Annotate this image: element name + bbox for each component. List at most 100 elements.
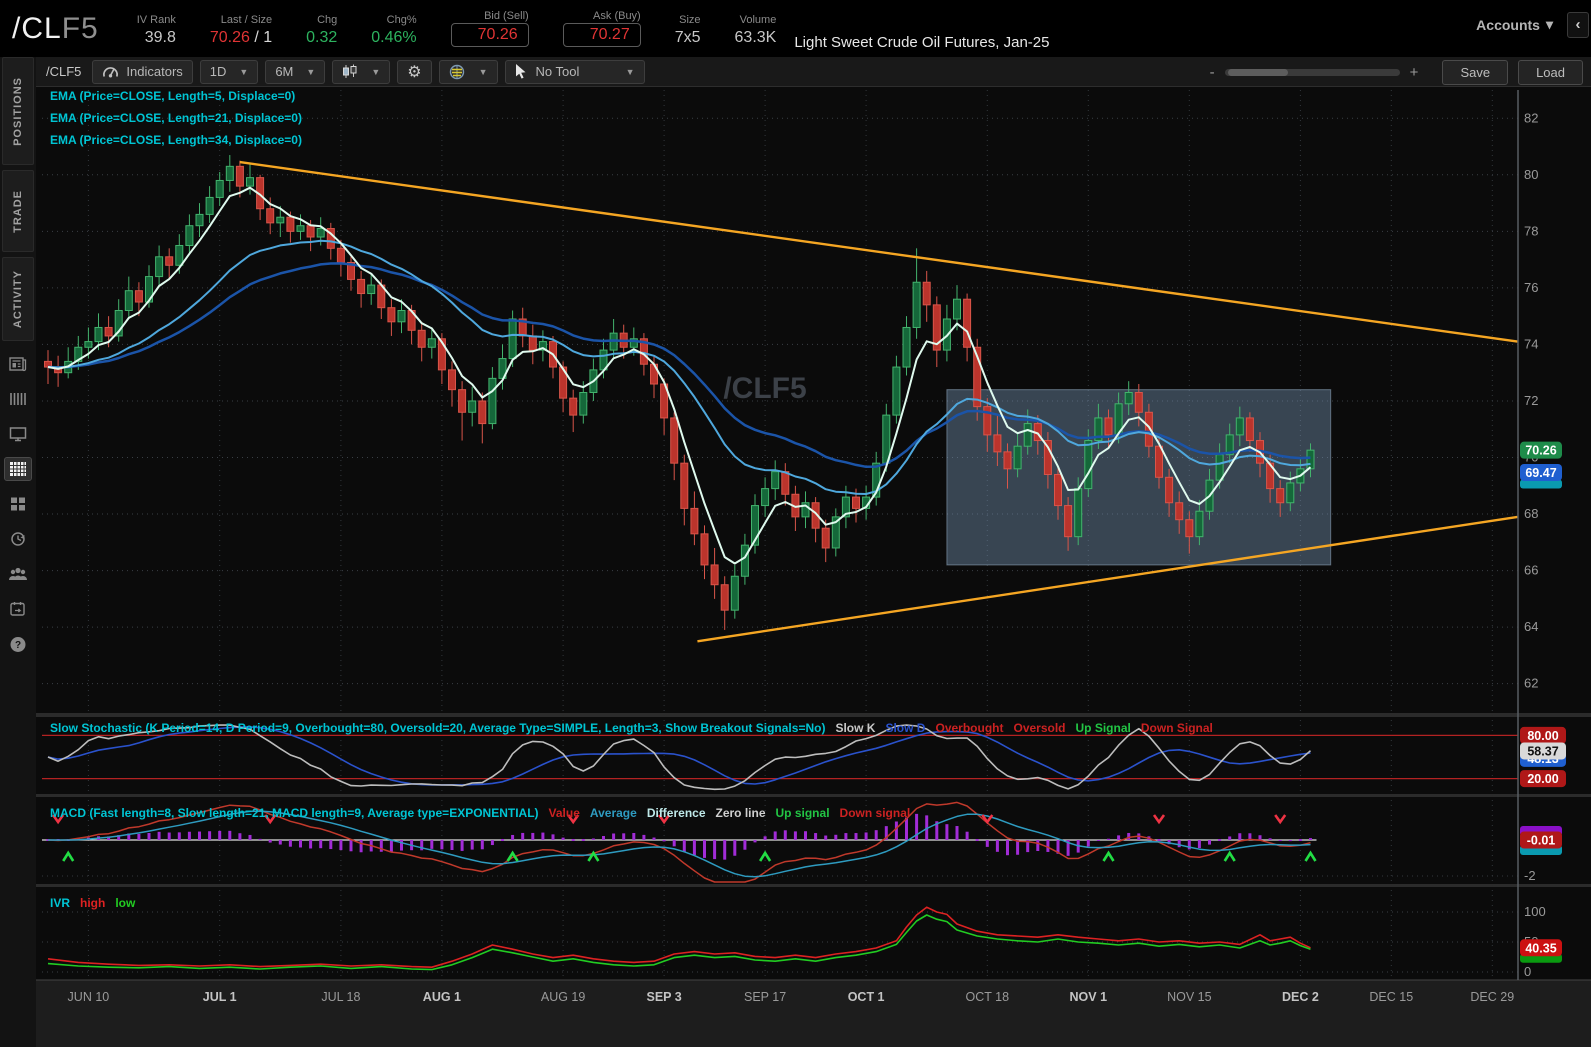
history-clock-icon[interactable]	[5, 528, 31, 550]
svg-text:JUL 1: JUL 1	[203, 990, 237, 1004]
study-title: IVR	[50, 896, 71, 910]
chart-type-dropdown[interactable]: ▼	[332, 59, 391, 84]
study-title: Slow Stochastic (K Period=14, D Period=9…	[50, 721, 826, 735]
field-label: Size	[679, 14, 701, 26]
zoom-out-button[interactable]: -	[1209, 63, 1215, 81]
field-label: Last / Size	[220, 14, 273, 26]
field-value: 0.46%	[371, 29, 417, 46]
legend-item: Value	[548, 806, 580, 820]
svg-text:74: 74	[1524, 336, 1538, 351]
accounts-menu[interactable]: Accounts ▾	[1476, 16, 1553, 33]
ema-legend: EMA (Price=CLOSE, Length=5, Displace=0) E…	[50, 89, 302, 155]
svg-text:78: 78	[1524, 223, 1538, 238]
field-value: 39.8	[144, 29, 176, 46]
ema-label: EMA (Price=CLOSE, Length=5, Displace=0)	[50, 89, 296, 103]
svg-text:68: 68	[1524, 506, 1538, 521]
svg-text:NOV 1: NOV 1	[1070, 990, 1108, 1004]
header-bar: /CLF5 IV Rank 39.8 Last / Size 70.26 / 1 Chg…	[0, 0, 1591, 57]
sidebar-tab-trade[interactable]: TRADE	[2, 170, 34, 252]
chevron-down-icon: ▼	[625, 66, 635, 77]
chevron-down-icon: ▼	[306, 66, 316, 77]
ema-label: EMA (Price=CLOSE, Length=21, Displace=0)	[50, 111, 302, 125]
quote-field-iv-rank: IV Rank 39.8	[137, 14, 176, 47]
svg-text:?: ?	[15, 640, 21, 651]
help-icon[interactable]: ?	[5, 633, 31, 655]
chart-settings-button[interactable]: ⚙	[397, 59, 432, 84]
svg-text:DEC 29: DEC 29	[1470, 990, 1514, 1004]
legend-item: Overbought	[935, 721, 1004, 735]
list-icon[interactable]	[5, 388, 31, 410]
stoch-legend: Slow Stochastic (K Period=14, D Period=9…	[50, 721, 1213, 735]
legend-item: low	[115, 896, 136, 910]
macd-legend: MACD (Fast length=8, Slow length=21, MAC…	[50, 806, 910, 820]
quote-field-bid-sell-[interactable]: Bid (Sell) 70.26	[450, 10, 529, 47]
zoom-slider[interactable]	[1224, 68, 1400, 76]
load-button[interactable]: Load	[1518, 59, 1583, 85]
zoom-slider-thumb[interactable]	[1227, 68, 1288, 76]
svg-text:0: 0	[1524, 964, 1531, 979]
quote-field-ask-buy-[interactable]: Ask (Buy) 70.27	[562, 10, 641, 47]
svg-text:76: 76	[1524, 280, 1538, 295]
active-tool-dropdown[interactable]: No Tool ▼	[504, 59, 645, 84]
zoom-in-button[interactable]: +	[1409, 63, 1419, 81]
field-label: IV Rank	[136, 14, 176, 26]
range-dropdown[interactable]: 6M ▼	[265, 59, 326, 84]
svg-text:/CLF5: /CLF5	[723, 372, 806, 405]
ema-label: EMA (Price=CLOSE, Length=34, Displace=0)	[50, 133, 302, 147]
chart-grid-icon[interactable]	[4, 457, 32, 481]
svg-text:OCT 18: OCT 18	[966, 990, 1010, 1004]
calendar-sync-icon[interactable]	[5, 598, 31, 620]
svg-text:DEC 2: DEC 2	[1282, 990, 1319, 1004]
svg-text:SEP 3: SEP 3	[646, 990, 681, 1004]
svg-text:70.26: 70.26	[1525, 444, 1556, 458]
legend-item: Down Signal	[1140, 721, 1213, 735]
people-icon[interactable]	[5, 563, 31, 585]
svg-text:58.37: 58.37	[1527, 744, 1558, 758]
chevron-down-icon: ▼	[239, 66, 249, 77]
cursor-icon	[515, 64, 525, 79]
svg-text:100: 100	[1524, 904, 1546, 919]
legend-item: Average	[589, 806, 637, 820]
svg-text:20.00: 20.00	[1527, 772, 1558, 786]
field-label: Chg%	[386, 14, 417, 26]
svg-text:-0.01: -0.01	[1527, 834, 1556, 848]
field-value: 70.27	[562, 23, 641, 47]
svg-text:82: 82	[1524, 110, 1538, 125]
indicators-button[interactable]: Indicators	[92, 59, 193, 84]
candlestick-chart-icon	[343, 64, 357, 78]
quote-field-chg: Chg 0.32	[306, 14, 337, 47]
field-value: 63.3K	[734, 29, 777, 46]
symbol-title: /CLF5	[12, 11, 99, 45]
svg-text:72: 72	[1524, 393, 1538, 408]
timeframe-dropdown[interactable]: 1D ▼	[199, 59, 259, 84]
svg-text:JUN 10: JUN 10	[68, 990, 110, 1004]
monitor-icon[interactable]	[5, 423, 31, 445]
gauge-icon	[103, 67, 119, 78]
svg-text:62: 62	[1524, 676, 1538, 691]
svg-text:64: 64	[1524, 619, 1538, 634]
ivr-legend: IVR high low	[50, 896, 135, 910]
field-label: Ask (Buy)	[593, 10, 641, 22]
svg-text:-2: -2	[1524, 868, 1536, 883]
quote-field-chg-: Chg% 0.46%	[371, 14, 416, 47]
apps-icon[interactable]	[5, 493, 31, 515]
field-value: 7x5	[674, 29, 701, 46]
svg-text:SEP 17: SEP 17	[744, 990, 786, 1004]
sidebar-tab-positions[interactable]: POSITIONS	[2, 57, 34, 165]
drawing-patterns-dropdown[interactable]: ▼	[438, 59, 498, 84]
chevron-down-icon: ▼	[478, 66, 488, 77]
news-icon[interactable]	[5, 353, 31, 375]
save-button[interactable]: Save	[1442, 59, 1509, 85]
collapse-panel-button[interactable]: ‹	[1567, 12, 1589, 38]
legend-item: Slow K	[835, 721, 876, 735]
quote-field-last-size: Last / Size 70.26 / 1	[210, 14, 272, 47]
field-value: 70.26	[450, 23, 529, 47]
svg-text:JUL 18: JUL 18	[321, 990, 360, 1004]
field-value: 70.26 / 1	[209, 29, 273, 46]
quote-field-size: Size 7x5	[675, 14, 701, 47]
field-label: Chg	[317, 14, 338, 26]
sidebar-tab-activity[interactable]: ACTIVITY	[2, 257, 34, 341]
chevron-down-icon: ▼	[371, 66, 381, 77]
chart-plot-area[interactable]: /CLF582807876747270686664628020-21005007…	[36, 87, 1591, 1047]
